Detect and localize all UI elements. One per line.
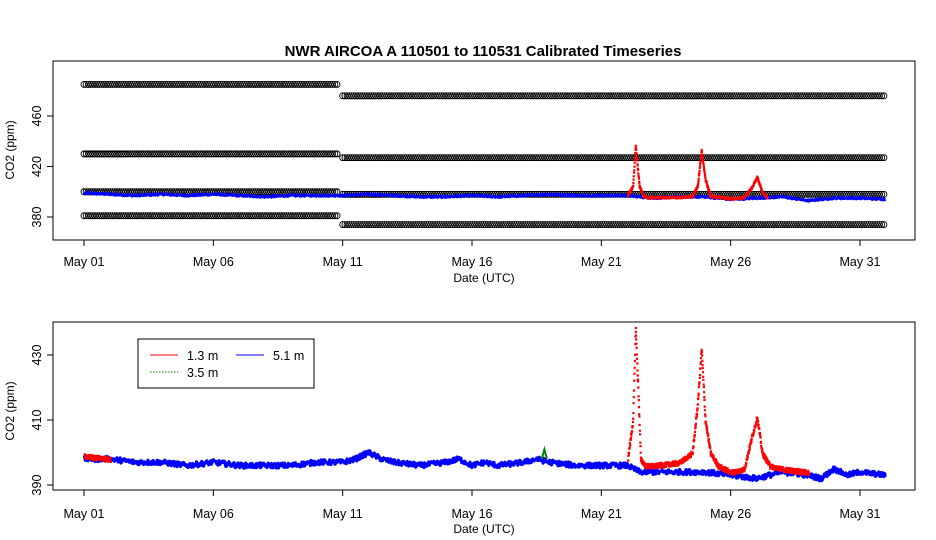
series-5-1m: [82, 449, 887, 483]
bottom-y-axis: 390 410 430: [30, 345, 54, 496]
top-x-label: Date (UTC): [453, 271, 514, 285]
y-tick-label: 390: [30, 475, 44, 496]
x-tick-label: May 31: [840, 255, 881, 269]
top-y-axis: 380 420 460: [30, 106, 54, 228]
legend-label-1-3m: 1.3 m: [187, 349, 218, 363]
x-tick-label: May 26: [710, 255, 751, 269]
y-tick-label: 430: [30, 345, 44, 366]
chart-title: NWR AIRCOA A 110501 to 110531 Calibrated…: [285, 43, 682, 60]
bottom-x-axis: May 01 May 06 May 11 May 16 May 21 May 26 May …: [64, 489, 881, 521]
x-tick-label: May 16: [452, 255, 493, 269]
x-tick-label: May 21: [581, 255, 622, 269]
calibration-standard-row: [80, 212, 341, 220]
y-tick-label: 420: [30, 156, 44, 177]
legend-label-3-5m: 3.5 m: [187, 366, 218, 380]
series-1-3m: [626, 144, 769, 201]
y-tick-label: 380: [30, 207, 44, 228]
x-tick-label: May 16: [452, 507, 493, 521]
bottom-y-label: CO2 (ppm): [3, 381, 17, 440]
x-tick-label: May 06: [193, 255, 234, 269]
bottom-x-label: Date (UTC): [453, 522, 514, 536]
bottom-chart: May 01 May 06 May 11 May 16 May 21 May 26 May …: [3, 321, 916, 536]
top-series: [83, 144, 887, 203]
calibration-standard-row: [339, 92, 888, 100]
top-y-label: CO2 (ppm): [3, 120, 17, 179]
legend: 1.3 m 5.1 m 3.5 m: [137, 338, 315, 389]
x-tick-label: May 01: [64, 507, 105, 521]
calibration-standard-row: [339, 221, 888, 228]
x-tick-label: May 01: [64, 255, 105, 269]
calibration-standard-row: [339, 154, 888, 162]
legend-label-5-1m: 5.1 m: [273, 349, 304, 363]
series-1-3m: [83, 326, 811, 476]
top-x-axis: May 01 May 06 May 11 May 16 May 21 May 26 May …: [64, 239, 881, 269]
x-tick-label: May 11: [323, 507, 363, 521]
y-tick-label: 410: [30, 410, 44, 431]
calibration-standard-row: [80, 188, 341, 196]
x-tick-label: May 31: [840, 507, 881, 521]
calibration-standard-row: [80, 150, 341, 158]
calibration-standards: [80, 81, 888, 228]
x-tick-label: May 11: [323, 255, 363, 269]
x-tick-label: May 06: [193, 507, 234, 521]
x-tick-label: May 21: [581, 507, 622, 521]
bottom-series: [82, 326, 887, 483]
series-5-1m: [83, 190, 887, 203]
y-tick-label: 460: [30, 106, 44, 127]
calibration-standard-row: [80, 81, 341, 88]
top-chart: May 01 May 06 May 11 May 16 May 21 May 26 May …: [3, 60, 916, 285]
series-3-5m: [540, 445, 548, 460]
x-tick-label: May 26: [710, 507, 751, 521]
legend-box: [137, 338, 315, 389]
